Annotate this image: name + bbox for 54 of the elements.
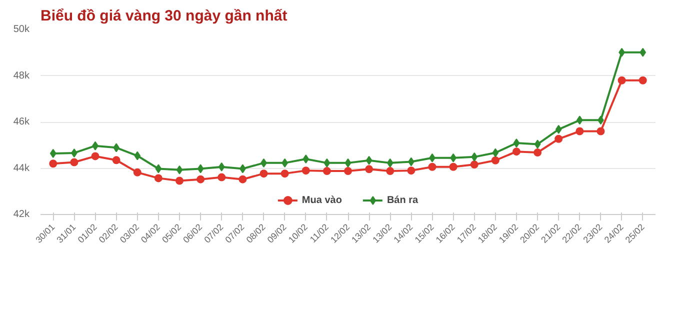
point bbox=[176, 165, 183, 174]
point bbox=[218, 162, 225, 172]
point bbox=[618, 76, 626, 84]
point bbox=[366, 156, 372, 165]
point bbox=[449, 162, 458, 171]
point bbox=[386, 167, 394, 176]
point bbox=[576, 127, 584, 136]
point bbox=[365, 165, 374, 174]
point bbox=[91, 152, 100, 160]
point bbox=[324, 158, 330, 168]
point bbox=[596, 127, 605, 136]
point bbox=[302, 154, 310, 164]
point bbox=[407, 166, 416, 175]
point bbox=[196, 175, 205, 184]
point bbox=[133, 168, 142, 176]
y-tick-label: 42k bbox=[13, 209, 30, 220]
point bbox=[218, 173, 226, 182]
legend-label: Bán ra bbox=[386, 194, 418, 206]
y-tick-label: 48k bbox=[13, 70, 30, 82]
legend-label: Mua vào bbox=[302, 194, 342, 206]
point bbox=[280, 170, 289, 178]
point bbox=[386, 158, 394, 168]
point bbox=[491, 156, 500, 164]
point bbox=[492, 148, 499, 158]
point bbox=[155, 164, 162, 174]
point bbox=[344, 167, 352, 176]
point bbox=[471, 152, 478, 162]
point bbox=[134, 151, 141, 160]
point bbox=[513, 138, 520, 148]
point bbox=[112, 156, 120, 164]
point bbox=[154, 174, 162, 182]
y-tick-label: 46k bbox=[13, 116, 30, 128]
point bbox=[534, 140, 541, 149]
point bbox=[470, 160, 478, 169]
point bbox=[344, 158, 352, 168]
point bbox=[534, 148, 542, 157]
point bbox=[322, 167, 331, 176]
point bbox=[70, 158, 78, 166]
point bbox=[197, 164, 204, 174]
y-tick-label: 44k bbox=[13, 162, 30, 174]
point bbox=[428, 162, 436, 171]
y-tick-label: 50k bbox=[13, 24, 30, 35]
point bbox=[50, 148, 56, 158]
chart-title: Biểu đồ giá vàng 30 ngày gần nhất bbox=[40, 8, 288, 24]
point bbox=[260, 170, 268, 178]
point bbox=[554, 134, 563, 143]
point bbox=[238, 175, 247, 184]
point bbox=[555, 124, 562, 134]
point bbox=[638, 76, 647, 84]
point bbox=[302, 166, 310, 175]
point bbox=[176, 176, 184, 185]
point bbox=[49, 160, 58, 168]
point bbox=[640, 48, 646, 57]
point bbox=[512, 148, 520, 156]
